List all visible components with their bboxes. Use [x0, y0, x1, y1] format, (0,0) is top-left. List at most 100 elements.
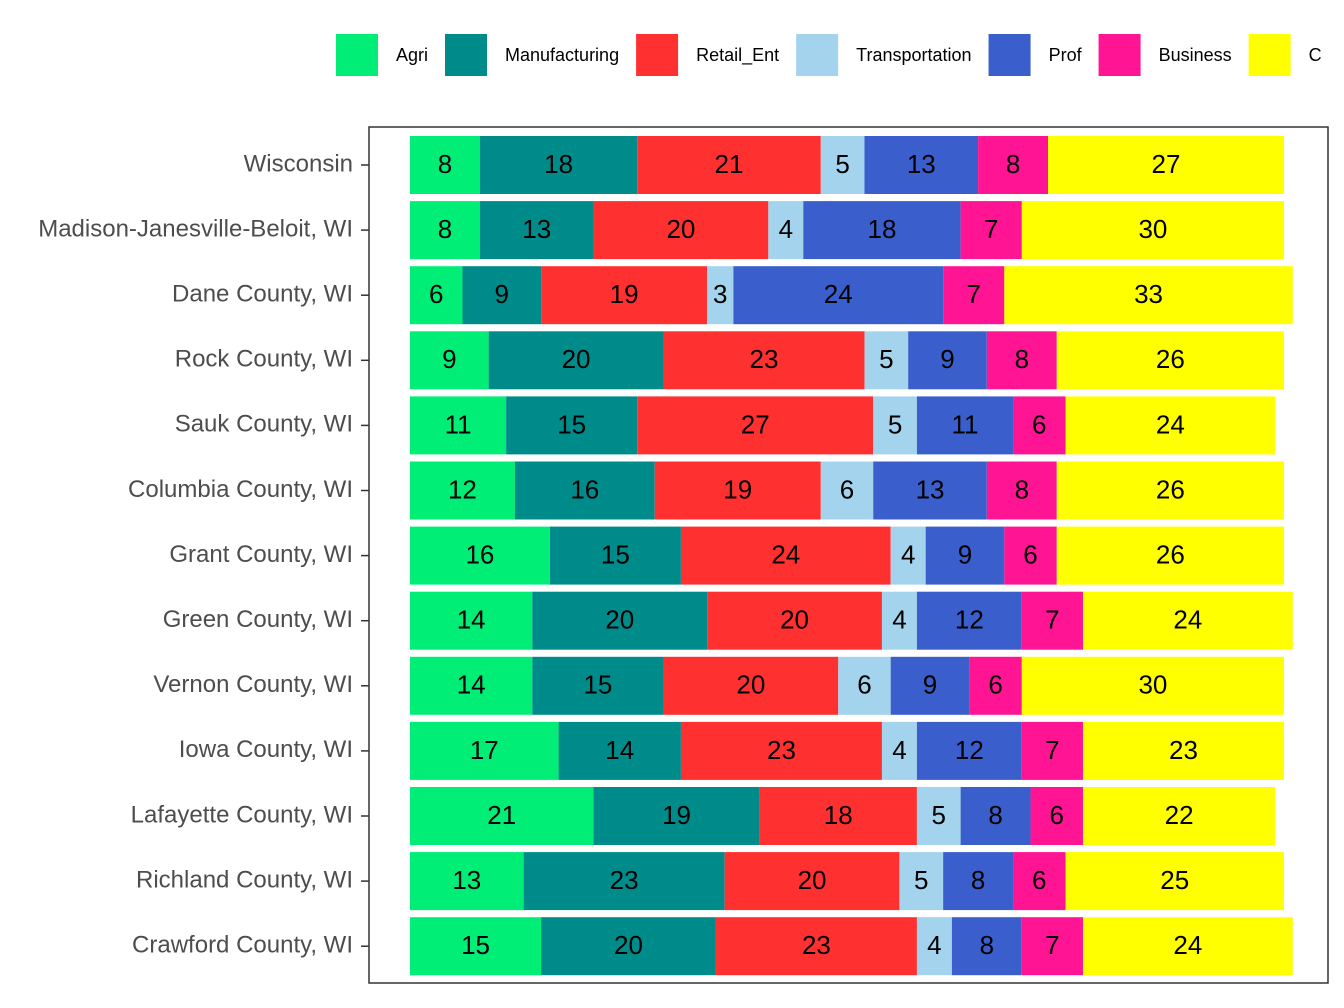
bar-segment [881, 591, 917, 650]
y-tick-label: Lafayette County, WI [131, 801, 353, 828]
value-label: 7 [966, 279, 980, 309]
bar-segment [890, 526, 926, 585]
value-label: 8 [1015, 344, 1029, 374]
bar-segment [1082, 721, 1284, 780]
value-label: 14 [605, 735, 634, 765]
bar-segment [925, 526, 1005, 585]
value-label: 8 [438, 214, 452, 244]
bar-segment [916, 591, 1022, 650]
value-label: 4 [892, 735, 906, 765]
legend-key [796, 34, 839, 76]
value-label: 24 [1173, 605, 1202, 635]
y-tick-label: Green County, WI [163, 606, 353, 633]
bar-segment [916, 396, 1014, 455]
bar-segment [960, 787, 1031, 845]
value-label: 6 [1050, 800, 1064, 830]
bar-segment [1021, 201, 1284, 260]
value-label: 15 [461, 930, 490, 960]
bar-segment [873, 461, 987, 520]
value-label: 27 [1152, 149, 1181, 179]
value-label: 4 [901, 539, 915, 569]
bar-segment [960, 201, 1022, 260]
bar-segment [1021, 591, 1083, 650]
bar-segment [532, 591, 708, 650]
bar-segment [916, 787, 961, 845]
bar-segment [864, 331, 909, 390]
value-label: 23 [750, 344, 779, 374]
value-label: 11 [445, 409, 472, 439]
y-tick-label: Madison-Janesville-Beloit, WI [38, 215, 353, 242]
value-label: 6 [1032, 409, 1046, 439]
value-label: 15 [583, 670, 612, 700]
bar-segment [410, 656, 533, 715]
value-label: 20 [614, 930, 643, 960]
value-label: 6 [857, 670, 871, 700]
value-label: 8 [988, 800, 1002, 830]
bar-segment [410, 526, 550, 585]
bar-segment [820, 461, 874, 520]
value-label: 13 [452, 865, 481, 895]
value-label: 8 [971, 865, 985, 895]
value-label: 9 [940, 344, 954, 374]
bar-segment [410, 461, 515, 520]
bar-segment [803, 201, 961, 260]
value-label: 8 [438, 149, 452, 179]
bar-segment [410, 266, 463, 325]
bar-segment [479, 136, 638, 194]
bar-segment [978, 136, 1049, 194]
value-label: 13 [907, 149, 936, 179]
value-label: 17 [470, 735, 499, 765]
bar-segment [820, 136, 865, 194]
bar-segment [986, 461, 1057, 520]
value-label: 22 [1165, 800, 1194, 830]
bar-segment [410, 917, 542, 976]
legend-key [1098, 34, 1141, 76]
bar-segment [680, 526, 891, 585]
value-label: 12 [955, 735, 984, 765]
value-label: 20 [736, 670, 765, 700]
value-label: 27 [741, 409, 770, 439]
bar-segment [1021, 656, 1284, 715]
value-label: 23 [802, 930, 831, 960]
bar-segment [1013, 852, 1066, 911]
value-label: 9 [442, 344, 456, 374]
legend-label: Agri [396, 45, 428, 65]
value-label: 15 [601, 539, 630, 569]
value-label: 19 [723, 474, 752, 504]
value-label: 21 [715, 149, 744, 179]
value-label: 7 [984, 214, 998, 244]
bar-segment [637, 136, 821, 194]
value-label: 26 [1156, 474, 1185, 504]
value-label: 19 [662, 800, 691, 830]
value-label: 7 [1045, 605, 1059, 635]
bar-segment [969, 656, 1022, 715]
value-label: 24 [1156, 409, 1185, 439]
value-label: 12 [448, 474, 477, 504]
value-label: 11 [951, 409, 978, 439]
bar-segment [916, 917, 952, 976]
legend-label: C [1309, 45, 1322, 65]
bar-segment [479, 201, 594, 260]
bar-segment [890, 656, 970, 715]
value-label: 24 [1173, 930, 1202, 960]
value-label: 9 [495, 279, 509, 309]
value-label: 6 [1023, 539, 1037, 569]
value-label: 23 [767, 735, 796, 765]
value-label: 12 [955, 605, 984, 635]
value-label: 30 [1138, 214, 1167, 244]
value-label: 20 [780, 605, 809, 635]
bar-segment [1004, 266, 1293, 325]
value-label: 5 [835, 149, 849, 179]
bar-segment [410, 396, 507, 455]
bar-segment [943, 852, 1014, 911]
y-tick-label: Richland County, WI [136, 866, 353, 893]
bar-segment [637, 396, 874, 455]
value-label: 26 [1156, 344, 1185, 374]
bar-segment [593, 201, 769, 260]
value-label: 20 [666, 214, 695, 244]
value-label: 33 [1134, 279, 1163, 309]
bar-segment [1065, 852, 1284, 911]
value-label: 14 [457, 670, 486, 700]
legend-key [636, 34, 679, 76]
